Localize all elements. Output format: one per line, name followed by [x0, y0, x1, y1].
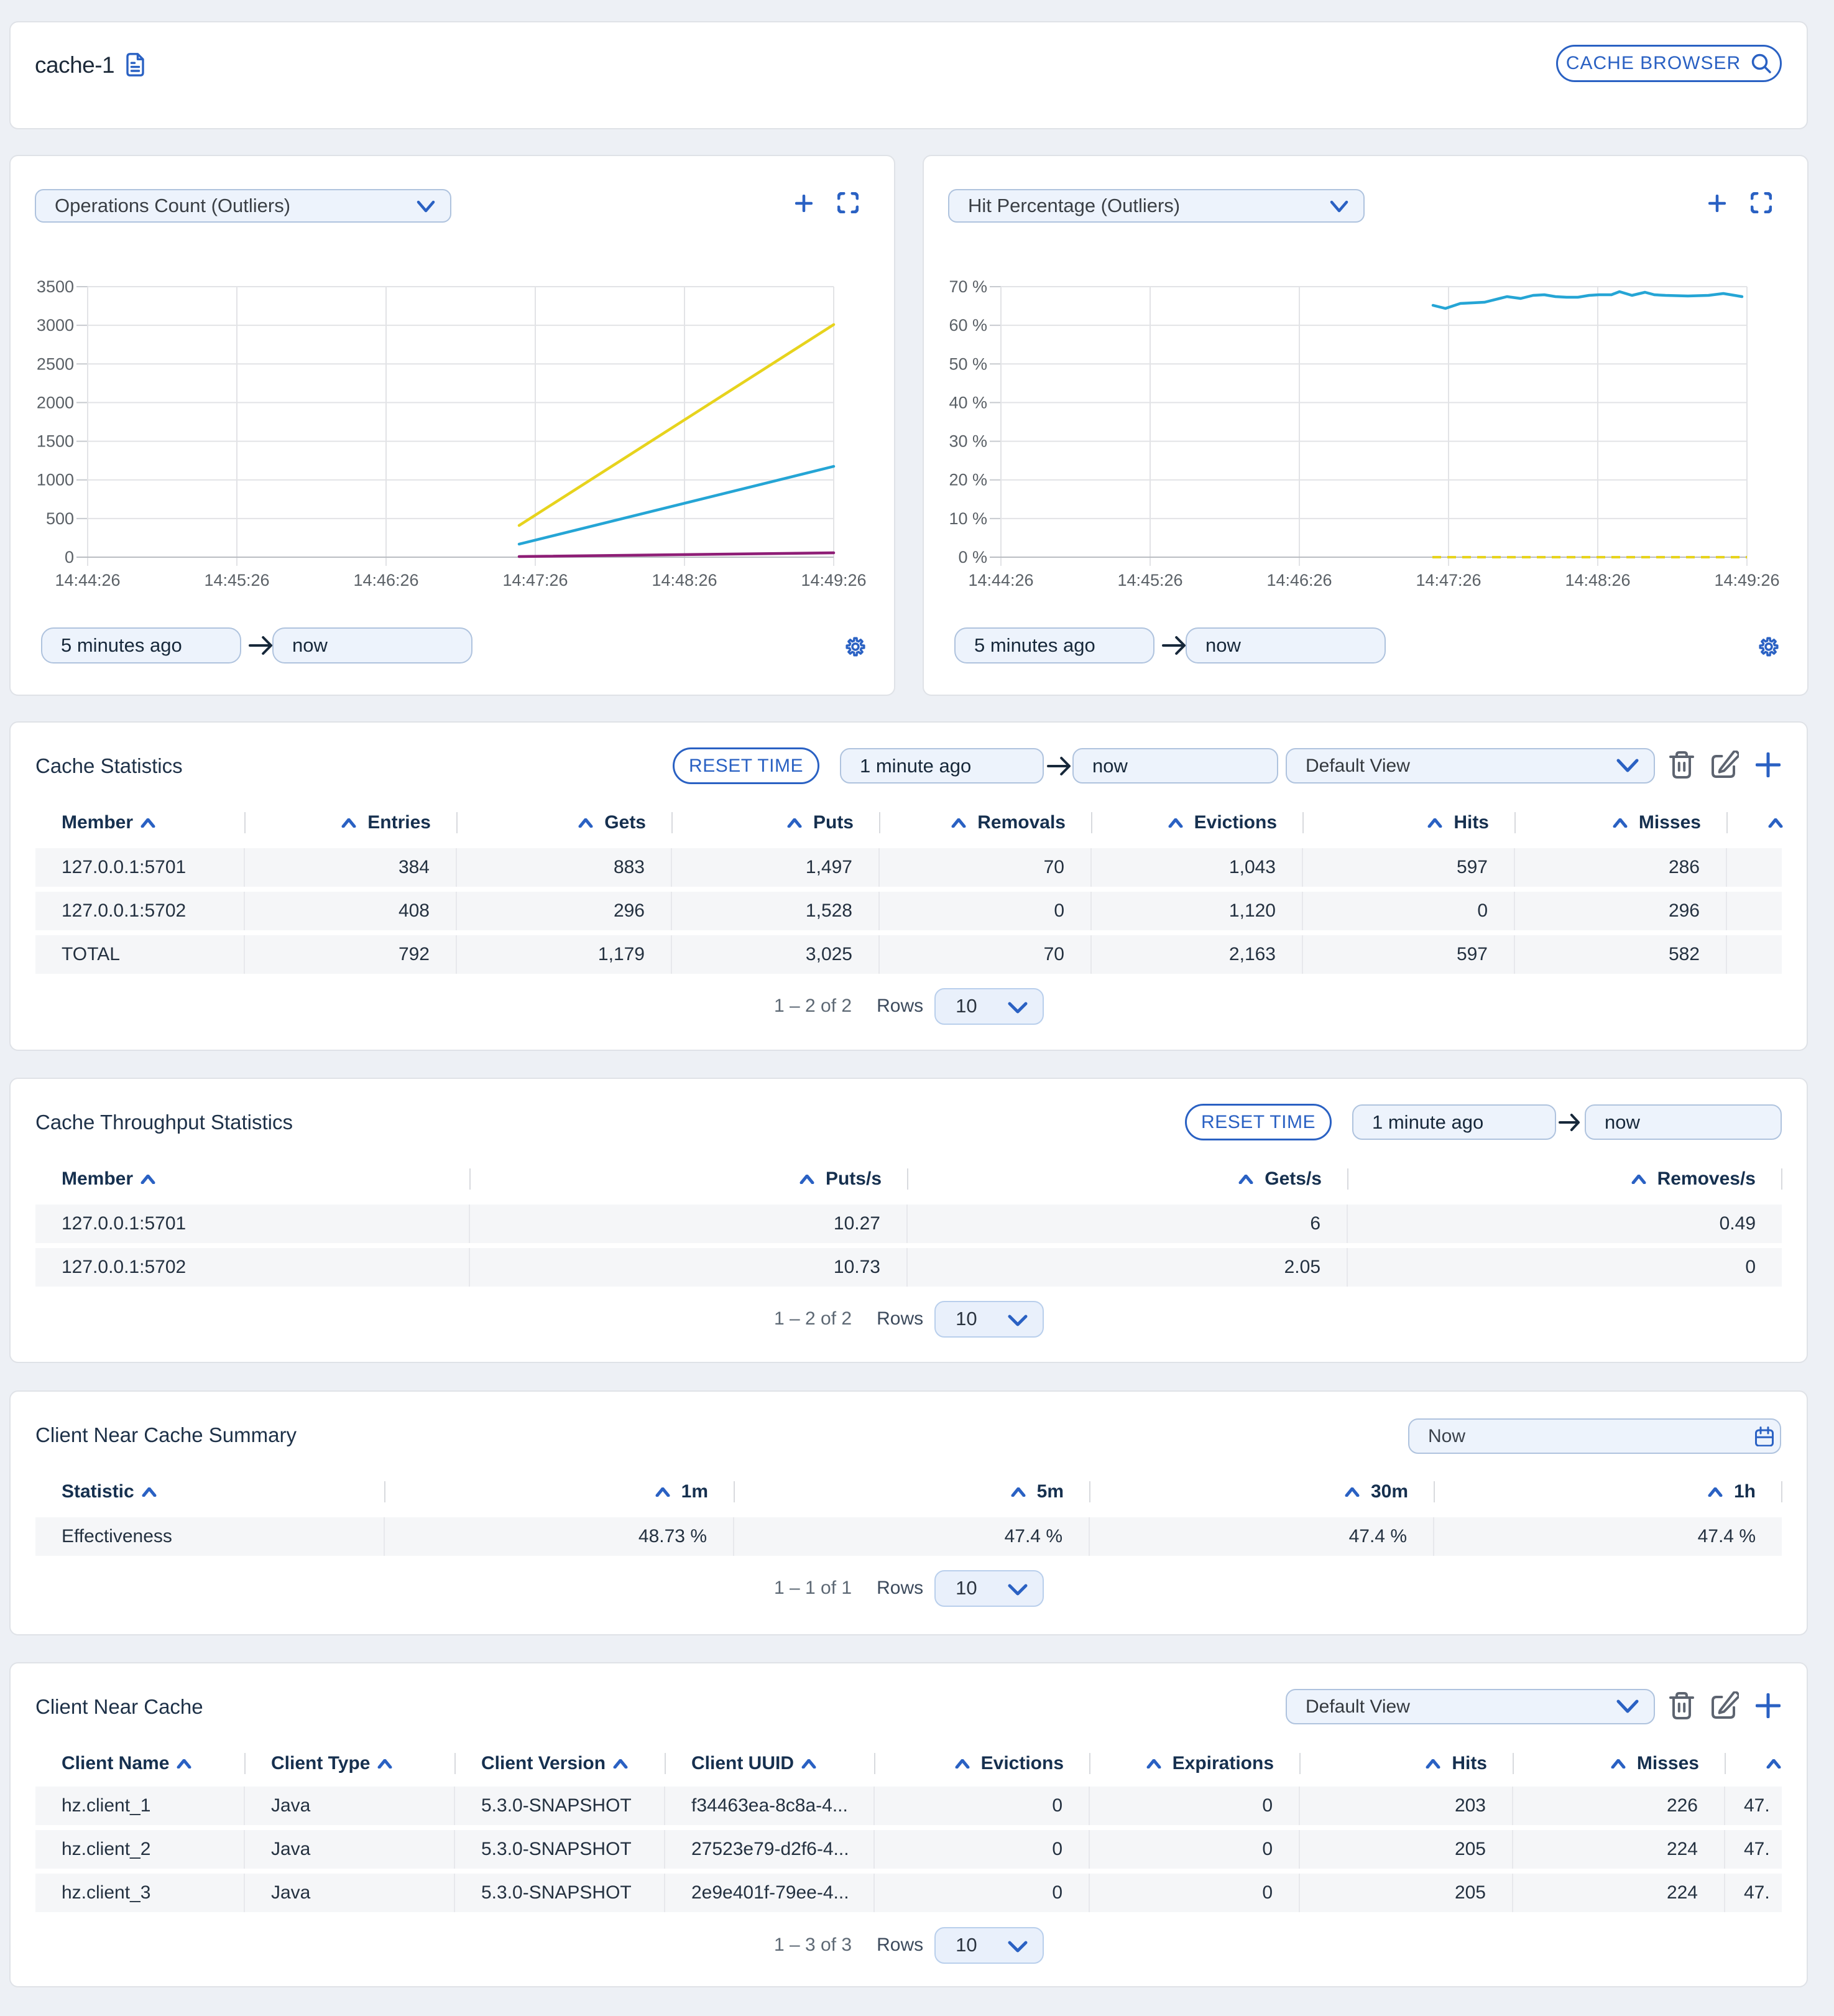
- svg-text:50 %: 50 %: [949, 354, 987, 373]
- svg-text:14:48:26: 14:48:26: [652, 571, 717, 590]
- svg-text:14:46:26: 14:46:26: [1266, 571, 1332, 590]
- svg-text:500: 500: [46, 509, 74, 528]
- svg-text:70 %: 70 %: [949, 277, 987, 296]
- svg-text:40 %: 40 %: [949, 393, 987, 412]
- svg-text:14:49:26: 14:49:26: [1714, 571, 1779, 590]
- svg-text:14:48:26: 14:48:26: [1565, 571, 1630, 590]
- svg-text:20 %: 20 %: [949, 471, 987, 489]
- svg-text:60 %: 60 %: [949, 316, 987, 335]
- svg-text:30 %: 30 %: [949, 432, 987, 451]
- svg-text:3000: 3000: [37, 316, 74, 335]
- svg-text:14:44:26: 14:44:26: [55, 571, 120, 590]
- svg-text:2500: 2500: [37, 354, 74, 373]
- svg-text:3500: 3500: [37, 277, 74, 296]
- svg-text:1000: 1000: [37, 471, 74, 489]
- svg-text:0 %: 0 %: [958, 548, 987, 566]
- svg-text:10 %: 10 %: [949, 509, 987, 528]
- svg-text:14:47:26: 14:47:26: [1416, 571, 1481, 590]
- svg-text:14:44:26: 14:44:26: [968, 571, 1033, 590]
- svg-text:0: 0: [65, 548, 74, 566]
- svg-text:14:49:26: 14:49:26: [801, 571, 866, 590]
- svg-text:14:47:26: 14:47:26: [502, 571, 568, 590]
- svg-text:14:45:26: 14:45:26: [1117, 571, 1182, 590]
- svg-text:1500: 1500: [37, 432, 74, 451]
- svg-text:2000: 2000: [37, 393, 74, 412]
- svg-text:14:45:26: 14:45:26: [204, 571, 269, 590]
- svg-text:14:46:26: 14:46:26: [353, 571, 418, 590]
